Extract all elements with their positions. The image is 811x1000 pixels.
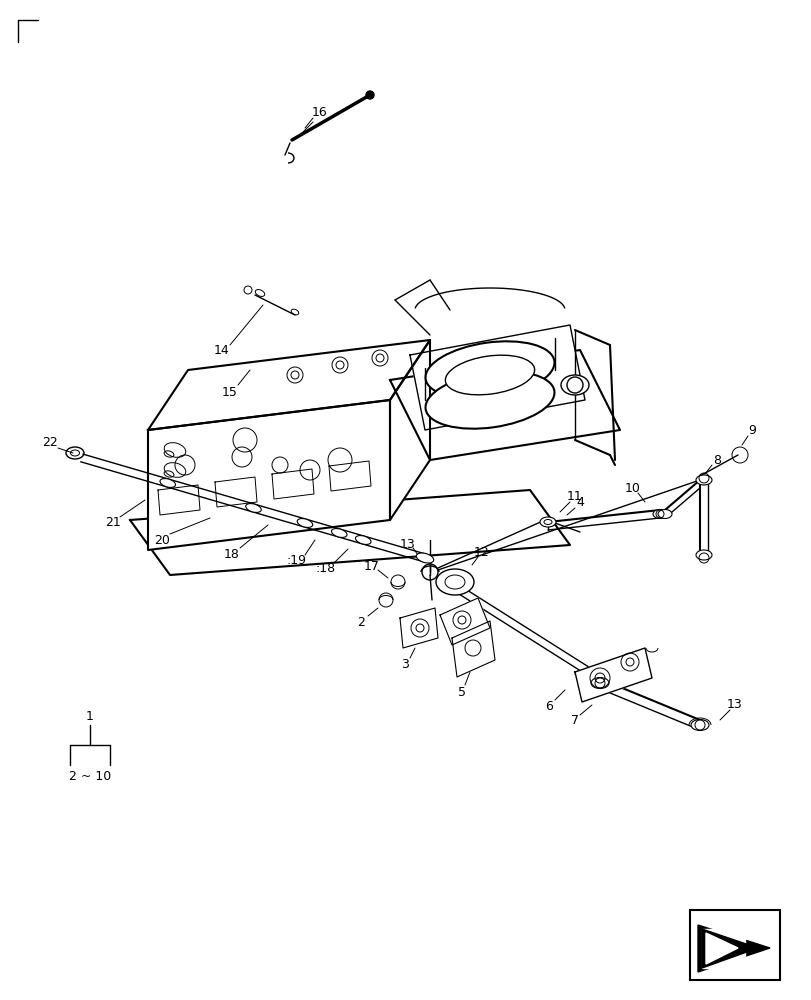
Text: 10: 10: [624, 482, 640, 494]
Ellipse shape: [436, 569, 474, 595]
Text: 4: 4: [575, 496, 583, 510]
Text: 14: 14: [214, 344, 230, 357]
Ellipse shape: [416, 553, 433, 563]
Text: 7: 7: [570, 714, 578, 726]
Text: :18: :18: [315, 562, 336, 574]
Ellipse shape: [444, 575, 465, 589]
Ellipse shape: [652, 510, 666, 518]
Ellipse shape: [331, 529, 346, 537]
Circle shape: [366, 91, 374, 99]
Polygon shape: [272, 469, 314, 499]
Text: 8: 8: [712, 454, 720, 466]
Text: 15: 15: [221, 386, 238, 399]
Polygon shape: [389, 350, 620, 460]
Ellipse shape: [355, 536, 371, 544]
Text: 13: 13: [400, 538, 415, 550]
Polygon shape: [705, 933, 737, 964]
Ellipse shape: [246, 504, 261, 512]
Text: 12: 12: [474, 546, 489, 560]
Polygon shape: [574, 648, 651, 702]
Text: 5: 5: [457, 686, 466, 698]
Polygon shape: [452, 621, 495, 677]
Ellipse shape: [695, 475, 711, 485]
Ellipse shape: [539, 517, 556, 527]
Polygon shape: [130, 490, 569, 575]
Text: 17: 17: [363, 560, 380, 572]
Text: 2 ~ 10: 2 ~ 10: [69, 770, 111, 783]
Bar: [689, 910, 779, 980]
Polygon shape: [702, 929, 744, 968]
Ellipse shape: [444, 355, 534, 395]
Ellipse shape: [425, 371, 554, 429]
Ellipse shape: [690, 720, 708, 730]
Ellipse shape: [560, 375, 588, 395]
Ellipse shape: [297, 519, 312, 527]
Text: 16: 16: [311, 106, 328, 119]
Polygon shape: [410, 325, 584, 430]
Text: 3: 3: [401, 658, 409, 672]
Polygon shape: [389, 340, 430, 520]
Polygon shape: [158, 485, 200, 515]
Text: 13: 13: [726, 698, 742, 712]
Ellipse shape: [657, 510, 672, 518]
Polygon shape: [328, 461, 371, 491]
Text: :19: :19: [286, 554, 307, 568]
Text: 20: 20: [154, 534, 169, 546]
Polygon shape: [148, 400, 389, 550]
Polygon shape: [148, 340, 430, 430]
Text: 11: 11: [566, 490, 582, 504]
Polygon shape: [215, 477, 257, 507]
Ellipse shape: [695, 550, 711, 560]
Text: 21: 21: [105, 516, 121, 530]
Ellipse shape: [160, 479, 175, 487]
Ellipse shape: [590, 678, 608, 688]
Polygon shape: [440, 598, 489, 645]
Text: 22: 22: [42, 436, 58, 450]
Polygon shape: [400, 608, 437, 648]
Text: 18: 18: [224, 548, 239, 560]
Text: 9: 9: [747, 424, 755, 438]
Polygon shape: [697, 925, 769, 972]
Text: 6: 6: [544, 700, 552, 712]
Text: 2: 2: [357, 615, 364, 629]
Polygon shape: [702, 929, 757, 968]
Text: 1: 1: [86, 710, 94, 724]
Ellipse shape: [425, 341, 554, 399]
